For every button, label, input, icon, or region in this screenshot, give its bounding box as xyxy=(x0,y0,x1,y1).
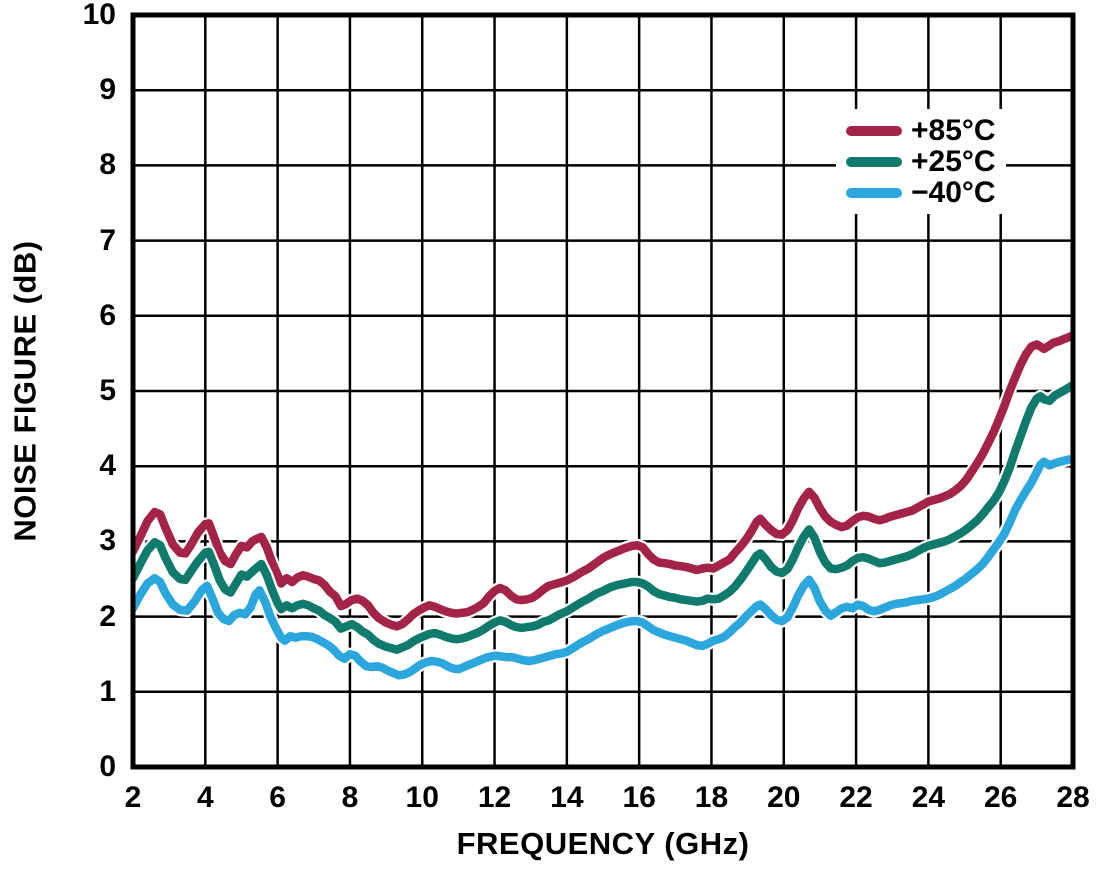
y-axis-title: NOISE FIGURE (dB) xyxy=(8,240,43,542)
y-tick-label: 2 xyxy=(99,599,116,633)
x-tick-label: 8 xyxy=(341,781,359,814)
x-tick-label: 4 xyxy=(196,781,214,814)
y-tick-label: 1 xyxy=(99,674,116,708)
x-tick-label: 20 xyxy=(767,781,801,814)
legend: +85°C +25°C −40°C xyxy=(836,109,1006,214)
y-tick-label: 5 xyxy=(99,374,116,407)
x-tick-label: 12 xyxy=(477,781,512,814)
x-tick-label: 16 xyxy=(622,781,656,814)
y-tick-label: 3 xyxy=(99,524,116,558)
series-group xyxy=(133,328,1073,682)
y-tick-label: 4 xyxy=(99,449,116,483)
x-tick-label: 10 xyxy=(405,781,439,814)
y-tick-label: 9 xyxy=(99,73,116,107)
series-line-2 xyxy=(133,454,1073,680)
x-tick-label: 22 xyxy=(839,781,873,814)
x-tick-label: 2 xyxy=(124,781,142,814)
y-axis-title-wrap: NOISE FIGURE (dB) xyxy=(0,15,52,767)
legend-item: +85°C xyxy=(846,115,996,146)
y-tick-label: 0 xyxy=(99,750,116,783)
x-tick-label: 24 xyxy=(911,781,946,814)
x-axis-title: FREQUENCY (GHz) xyxy=(456,826,750,861)
legend-item: −40°C xyxy=(846,177,996,208)
y-tick-label: 8 xyxy=(99,148,116,182)
x-tick-label: 6 xyxy=(269,781,286,814)
series-line-1 xyxy=(133,380,1073,654)
legend-label: −40°C xyxy=(911,176,996,209)
x-tick-label: 28 xyxy=(1056,781,1090,814)
legend-label: +25°C xyxy=(911,145,996,178)
y-tick-label: 10 xyxy=(82,0,116,31)
x-tick-label: 18 xyxy=(694,781,729,814)
plot-frame xyxy=(130,12,1076,770)
legend-swatch-icon xyxy=(846,156,902,167)
legend-item: +25°C xyxy=(846,146,996,177)
series-line-0 xyxy=(133,331,1073,631)
y-tick-label: 7 xyxy=(99,223,116,257)
legend-swatch-icon xyxy=(846,187,902,198)
legend-swatch-icon xyxy=(846,125,902,136)
x-tick-label: 26 xyxy=(984,781,1018,814)
y-tick-label: 6 xyxy=(99,298,116,332)
legend-label: +85°C xyxy=(911,114,996,147)
x-tick-label: 14 xyxy=(550,781,584,814)
